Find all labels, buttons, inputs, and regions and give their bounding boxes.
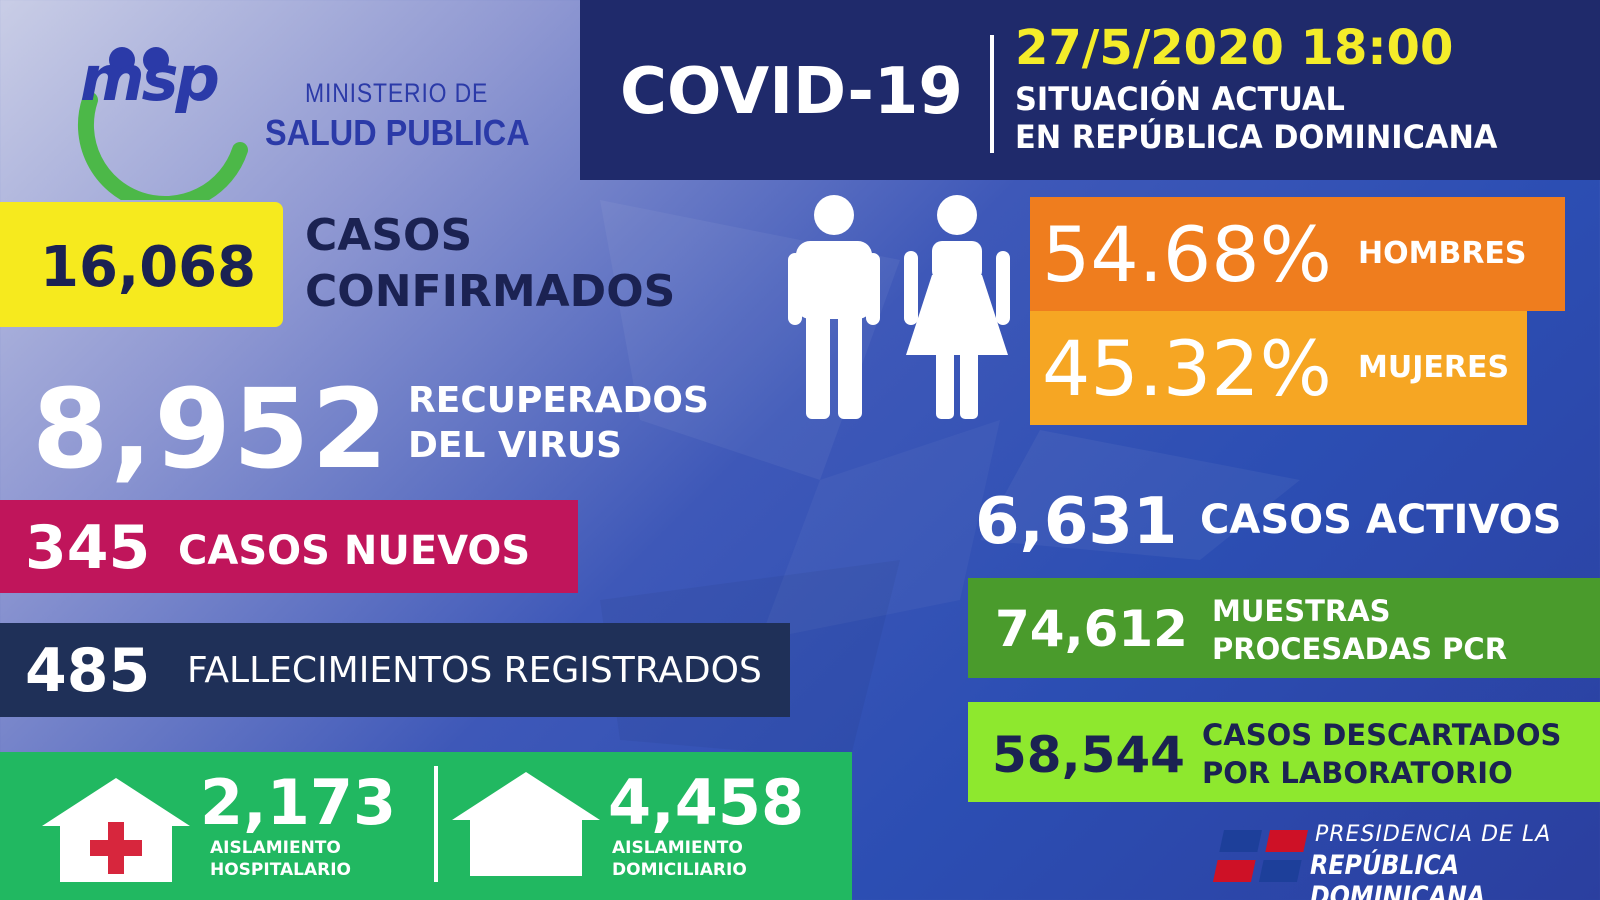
recovered-label-line1: RECUPERADOS: [408, 380, 709, 421]
new-cases-label: CASOS NUEVOS: [178, 528, 531, 574]
men-box: [1030, 197, 1565, 311]
women-box: [1030, 311, 1527, 425]
home-isolation-label-line1: AISLAMIENTO: [612, 838, 743, 858]
discarded-label-line1: CASOS DESCARTADOS: [1202, 718, 1562, 752]
new-cases-box: [0, 500, 578, 593]
subtitle-line2: EN REPÚBLICA DOMINICANA: [1015, 118, 1498, 156]
hospital-isolation-label-line1: AISLAMIENTO: [210, 838, 341, 858]
pcr-box: [968, 578, 1600, 678]
confirmed-label-line2: CONFIRMADOS: [305, 266, 676, 317]
confirmed-label-line1: CASOS: [305, 210, 473, 261]
woman-icon: [904, 195, 1010, 419]
flag-icon: [1212, 830, 1308, 882]
recovered-value: 8,952: [32, 365, 390, 493]
pcr-label-line2: PROCESADAS PCR: [1212, 632, 1508, 666]
ministry-name-line1: MINISTERIO DE: [305, 78, 489, 108]
header-divider: [990, 35, 994, 153]
ministry-name-line2: SALUD PUBLICA: [265, 112, 530, 153]
home-icon: [452, 772, 600, 876]
presidencia-line2: REPÚBLICA DOMINICANA: [1310, 850, 1486, 900]
confirmed-box: [0, 202, 283, 327]
women-label: MUJERES: [1358, 350, 1510, 385]
report-datetime: 27/5/2020 18:00: [1015, 20, 1454, 76]
presidencia-line1: PRESIDENCIA DE LA: [1315, 822, 1552, 847]
deaths-label: FALLECIMIENTOS REGISTRADOS: [187, 650, 762, 691]
logo-text: msp: [80, 42, 220, 115]
women-percentage: 45.32%: [1042, 324, 1332, 413]
men-percentage: 54.68%: [1042, 210, 1332, 299]
subtitle-line1: SITUACIÓN ACTUAL: [1015, 80, 1345, 118]
hospital-house-icon: [42, 778, 190, 882]
pcr-label-line1: MUESTRAS: [1212, 594, 1391, 628]
new-cases-value: 345: [25, 513, 151, 583]
discarded-value: 58,544: [992, 726, 1185, 784]
deaths-box: [0, 623, 790, 717]
active-cases-label: CASOS ACTIVOS: [1200, 497, 1562, 543]
man-icon: [788, 195, 880, 419]
logo-arc-icon: [78, 47, 248, 200]
active-cases-value: 6,631: [975, 485, 1178, 559]
confirmed-value: 16,068: [40, 235, 257, 300]
hospital-isolation-value: 2,173: [200, 766, 397, 839]
recovered-label-line2: DEL VIRUS: [408, 425, 623, 466]
home-isolation-label-line2: DOMICILIARIO: [612, 860, 747, 880]
deaths-value: 485: [25, 636, 151, 706]
hospital-isolation-label-line2: HOSPITALARIO: [210, 860, 351, 880]
page-title: COVID-19: [620, 55, 963, 129]
ministry-logo: msp MINISTERIO DE SALUD PUBLICA: [65, 20, 565, 200]
discarded-box: [968, 702, 1600, 802]
pcr-value: 74,612: [995, 600, 1188, 658]
discarded-label-line2: POR LABORATORIO: [1202, 756, 1513, 790]
header-bar: [580, 0, 1600, 180]
men-label: HOMBRES: [1358, 236, 1527, 271]
isolation-divider: [434, 766, 438, 882]
home-isolation-value: 4,458: [608, 766, 805, 839]
